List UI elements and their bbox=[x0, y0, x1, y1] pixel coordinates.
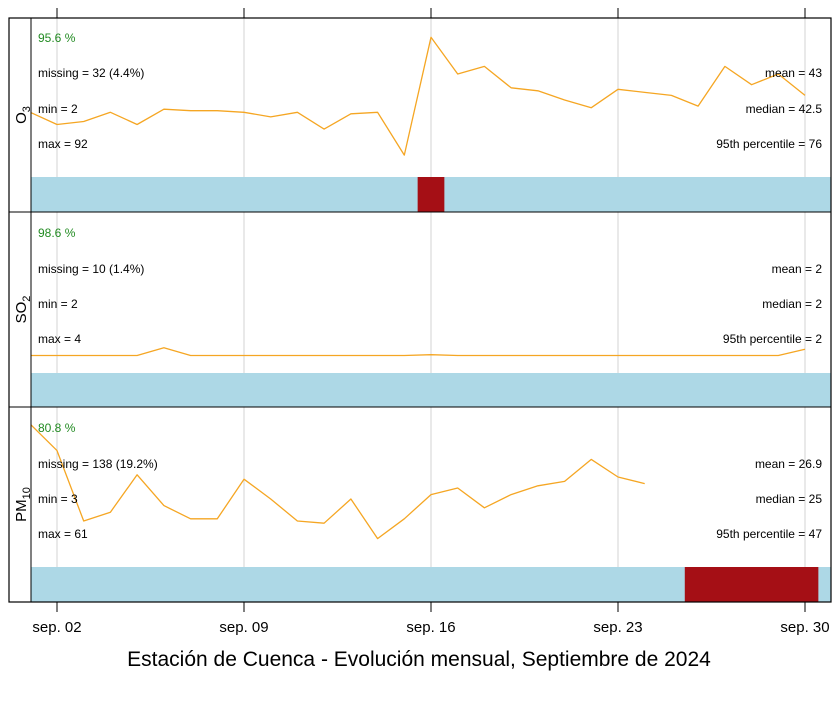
stat-left: min = 2 bbox=[38, 297, 78, 311]
tick-label: sep. 09 bbox=[219, 619, 268, 636]
grid-layer bbox=[56, 18, 806, 567]
tick-label: sep. 16 bbox=[406, 619, 455, 636]
series-line bbox=[30, 347, 806, 357]
stat-left: min = 2 bbox=[38, 102, 78, 116]
strip-label: PM10 bbox=[13, 487, 33, 522]
availability-bar bbox=[31, 373, 831, 407]
stat-left: max = 4 bbox=[38, 332, 81, 346]
missing-range bbox=[417, 177, 445, 212]
stat-left: missing = 10 (1.4%) bbox=[38, 262, 144, 276]
tick-label: sep. 30 bbox=[780, 619, 829, 636]
stat-right: 95th percentile = 47 bbox=[716, 527, 822, 541]
stat-right: mean = 2 bbox=[772, 262, 823, 276]
stat-right: median = 25 bbox=[756, 492, 823, 506]
data-capture-pct: 95.6 % bbox=[38, 31, 76, 45]
stat-right: mean = 43 bbox=[765, 66, 822, 80]
stat-left: missing = 138 (19.2%) bbox=[38, 457, 158, 471]
data-capture-pct: 98.6 % bbox=[38, 226, 76, 240]
missing-range bbox=[684, 567, 819, 602]
strip-label: O3 bbox=[13, 106, 33, 124]
stat-right: median = 42.5 bbox=[746, 102, 823, 116]
stat-right: median = 2 bbox=[762, 297, 822, 311]
chart-title: Estación de Cuenca - Evolución mensual, … bbox=[127, 648, 711, 671]
tick-label: sep. 02 bbox=[32, 619, 81, 636]
stat-left: max = 61 bbox=[38, 527, 88, 541]
stat-left: missing = 32 (4.4%) bbox=[38, 66, 144, 80]
series-line bbox=[30, 36, 806, 156]
data-capture-pct: 80.8 % bbox=[38, 421, 76, 435]
stat-left: min = 3 bbox=[38, 492, 78, 506]
x-axis: sep. 02 sep. 09 sep. 16 sep. 23 sep. 30 bbox=[8, 8, 832, 636]
panel-so2: 98.6 % missing = 10 (1.4%) min = 2 max = 4 m… bbox=[8, 211, 832, 408]
stat-left: max = 92 bbox=[38, 137, 88, 151]
panels-layer: 95.6 % missing = 32 (4.4%) min = 2 max = 92… bbox=[8, 17, 832, 603]
outer-frame bbox=[8, 17, 832, 603]
tick-label: sep. 23 bbox=[593, 619, 642, 636]
strip-label: SO2 bbox=[13, 296, 33, 324]
panel-pm10: 80.8 % missing = 138 (19.2%) min = 3 max = … bbox=[8, 406, 832, 603]
stat-right: 95th percentile = 2 bbox=[723, 332, 822, 346]
stat-right: mean = 26.9 bbox=[755, 457, 822, 471]
series-line bbox=[29, 423, 645, 540]
panel-o3: 95.6 % missing = 32 (4.4%) min = 2 max = 92… bbox=[8, 17, 832, 213]
stat-right: 95th percentile = 76 bbox=[716, 137, 822, 151]
